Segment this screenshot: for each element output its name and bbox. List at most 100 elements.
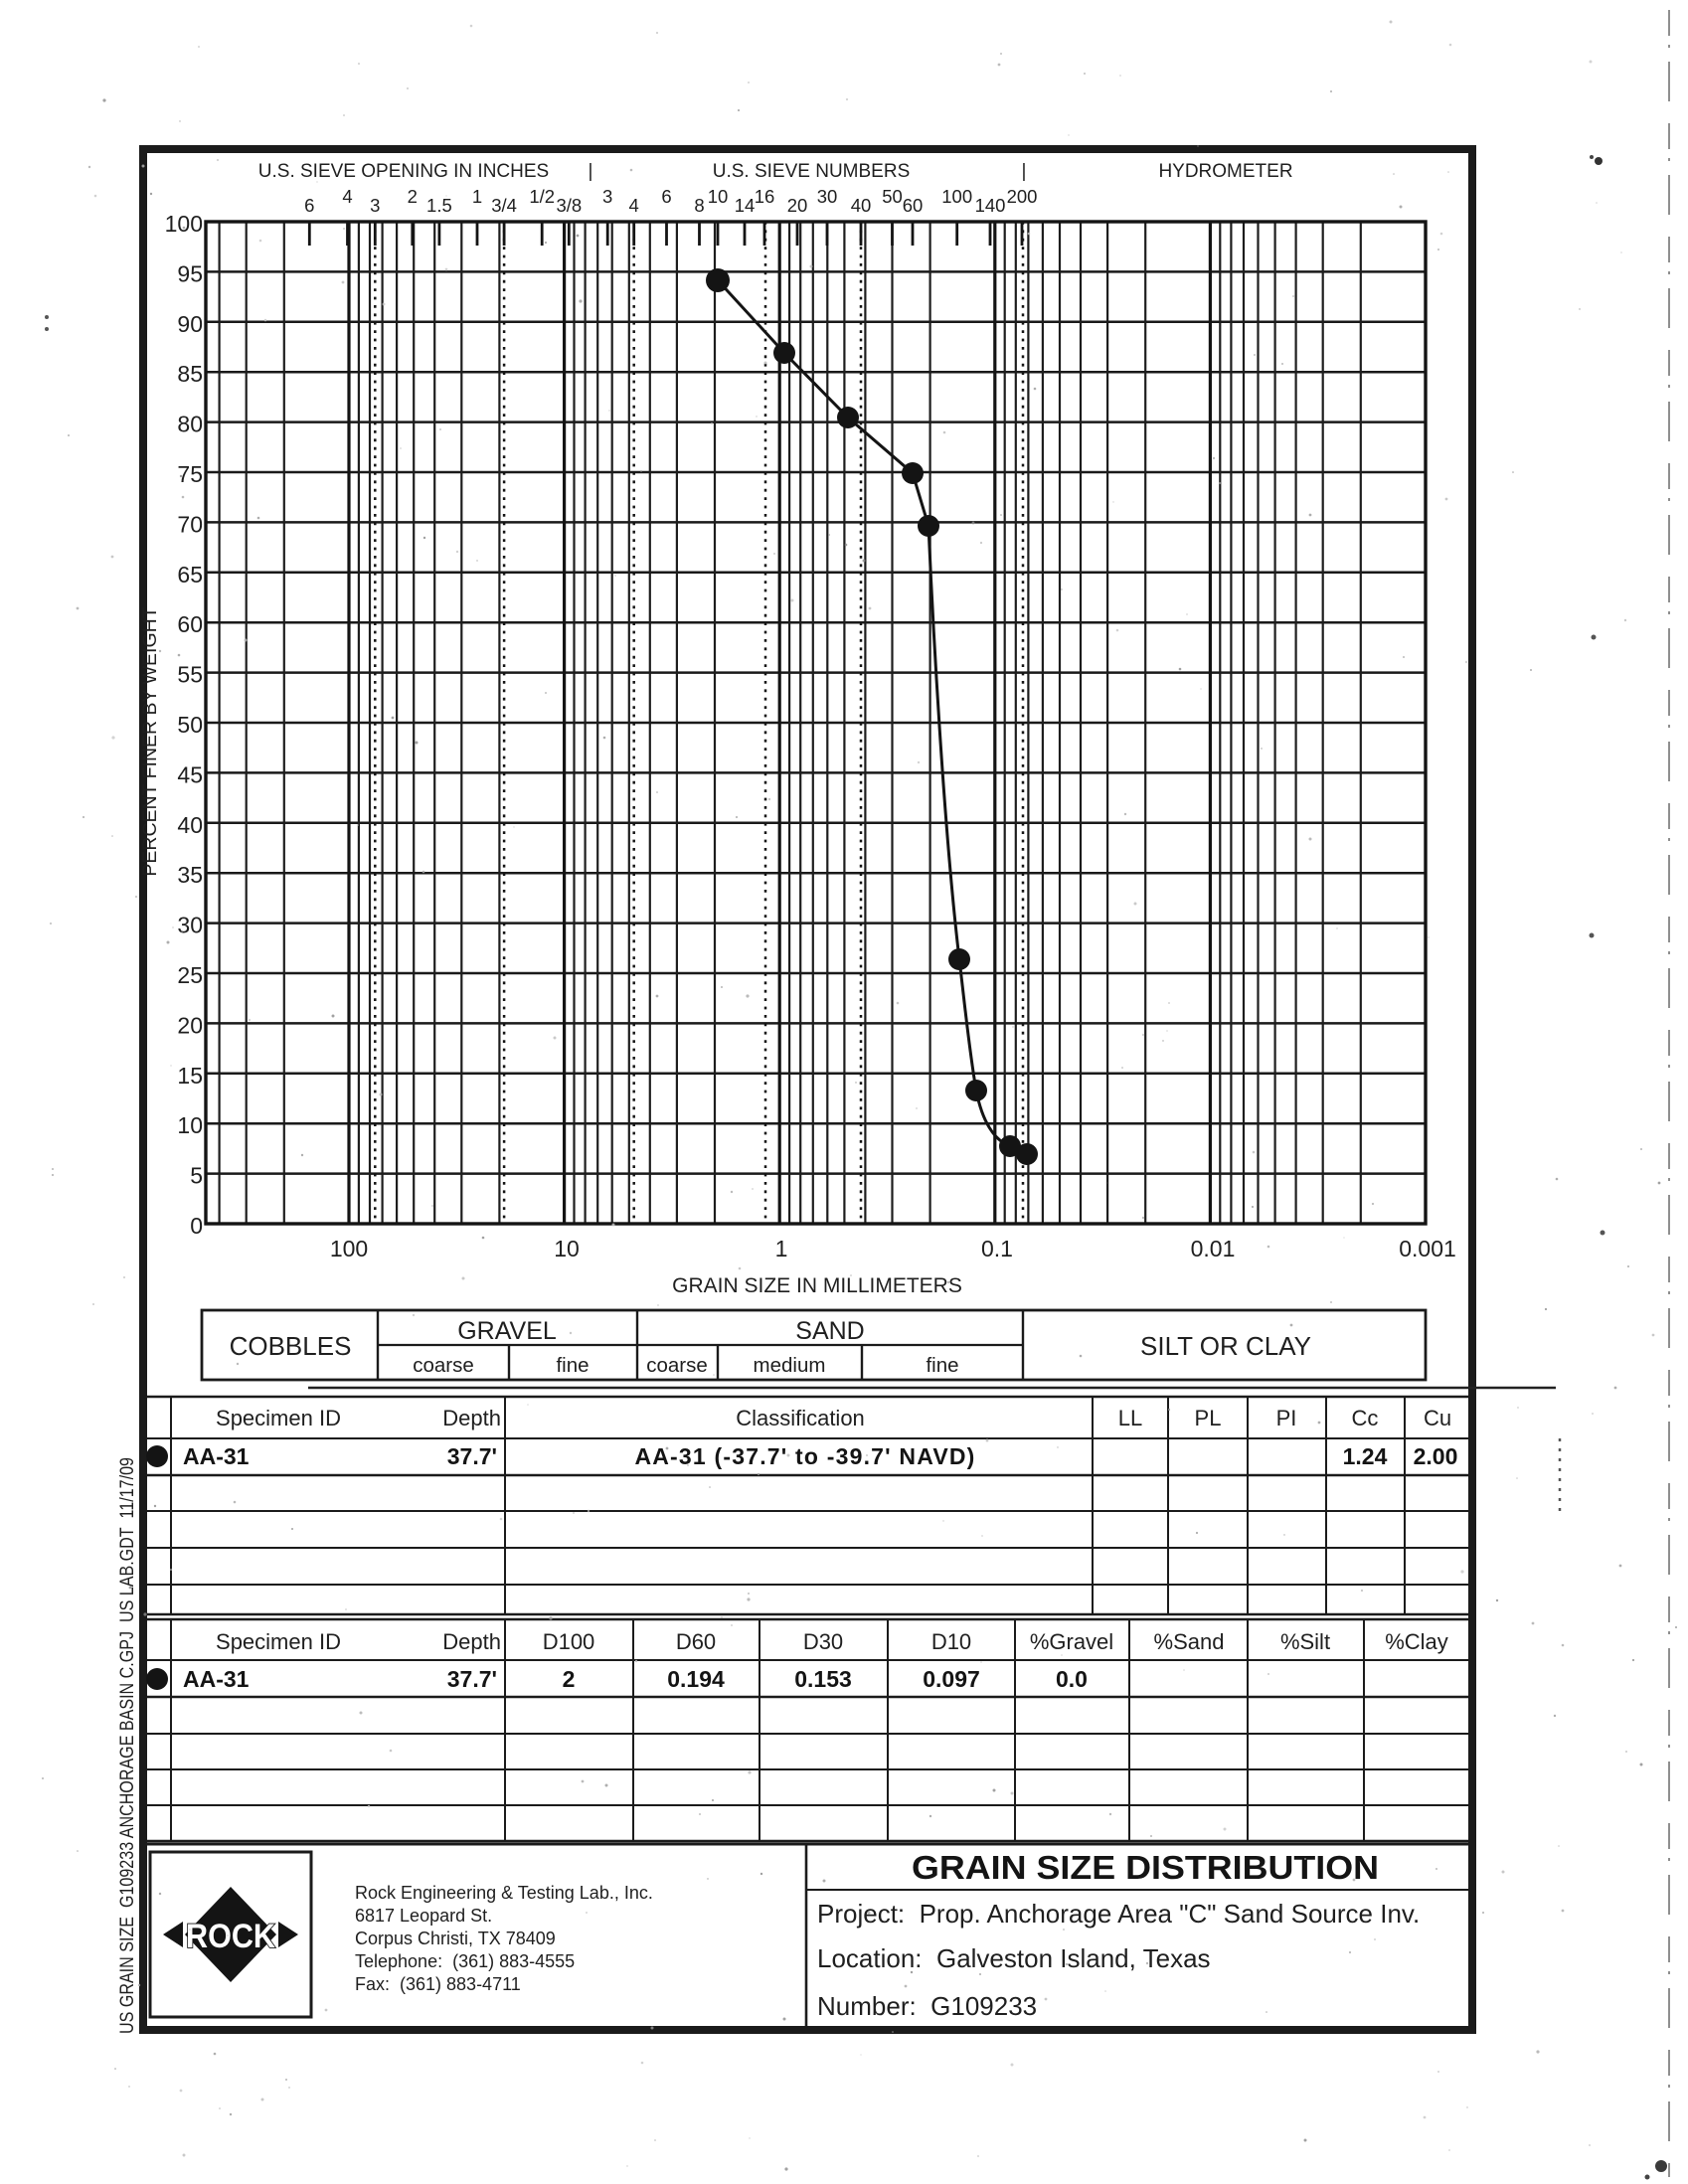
svg-text:%Clay: %Clay xyxy=(1385,1629,1448,1654)
svg-text:%Gravel: %Gravel xyxy=(1030,1629,1113,1654)
svg-text:0.0: 0.0 xyxy=(1056,1666,1088,1692)
svg-text:2.00: 2.00 xyxy=(1414,1443,1458,1469)
svg-text:1.24: 1.24 xyxy=(1343,1443,1388,1469)
svg-text:coarse: coarse xyxy=(413,1354,474,1377)
svg-text:30: 30 xyxy=(817,186,838,207)
svg-text:10: 10 xyxy=(708,186,729,207)
svg-text:medium: medium xyxy=(754,1354,826,1377)
svg-text:GRAIN SIZE DISTRIBUTION: GRAIN SIZE DISTRIBUTION xyxy=(912,1849,1379,1886)
svg-text:SAND: SAND xyxy=(795,1317,864,1345)
svg-text:%Sand: %Sand xyxy=(1154,1629,1225,1654)
svg-text:10: 10 xyxy=(554,1236,580,1261)
svg-text:40: 40 xyxy=(177,812,203,838)
svg-text:PERCENT FINER BY WEIGHT: PERCENT FINER BY WEIGHT xyxy=(139,606,161,876)
svg-text:LL: LL xyxy=(1118,1406,1142,1430)
svg-text:6817 Leopard St.: 6817 Leopard St. xyxy=(355,1906,492,1926)
svg-text:Specimen ID: Specimen ID xyxy=(216,1406,341,1430)
svg-text:2: 2 xyxy=(408,186,418,207)
svg-text:Fax: (361) 883-4711: Fax: (361) 883-4711 xyxy=(355,1974,521,1994)
svg-text:3: 3 xyxy=(370,195,380,216)
svg-text:|: | xyxy=(1022,161,1027,182)
svg-text:SILT OR CLAY: SILT OR CLAY xyxy=(1140,1331,1311,1361)
svg-text:US GRAIN SIZE G109233 ANCHORA: US GRAIN SIZE G109233 ANCHORAGE BASIN C.… xyxy=(117,1457,138,2034)
svg-text:3: 3 xyxy=(602,186,612,207)
svg-text:6: 6 xyxy=(304,195,314,216)
svg-text:20: 20 xyxy=(177,1012,203,1038)
svg-text:1.5: 1.5 xyxy=(426,195,452,216)
svg-text:U.S. SIEVE NUMBERS: U.S. SIEVE NUMBERS xyxy=(713,161,911,182)
svg-text:75: 75 xyxy=(177,461,203,487)
svg-text:37.7': 37.7' xyxy=(447,1443,497,1469)
svg-text:fine: fine xyxy=(926,1354,958,1377)
svg-text:14: 14 xyxy=(735,195,756,216)
svg-text:PL: PL xyxy=(1195,1406,1222,1430)
svg-text:AA-31: AA-31 xyxy=(183,1443,250,1469)
svg-text:45: 45 xyxy=(177,761,203,787)
svg-text:40: 40 xyxy=(851,195,872,216)
svg-text:fine: fine xyxy=(556,1354,589,1377)
svg-text:95: 95 xyxy=(177,260,203,286)
svg-text:Classification: Classification xyxy=(736,1406,865,1430)
svg-text:Specimen ID: Specimen ID xyxy=(216,1629,341,1654)
svg-text:Number: G109233: Number: G109233 xyxy=(817,1991,1037,2021)
svg-text:50: 50 xyxy=(177,712,203,738)
svg-text:200: 200 xyxy=(1007,186,1038,207)
svg-text:90: 90 xyxy=(177,311,203,337)
svg-text:85: 85 xyxy=(177,361,203,387)
svg-text:0: 0 xyxy=(190,1213,203,1239)
svg-text:COBBLES: COBBLES xyxy=(230,1331,352,1361)
svg-text:Depth: Depth xyxy=(442,1629,501,1654)
svg-text:Location: Galveston Island, T: Location: Galveston Island, Texas xyxy=(817,1943,1211,1973)
svg-text:D100: D100 xyxy=(543,1629,595,1654)
svg-text:AA-31 (-37.7' to -39.7' NAVD): AA-31 (-37.7' to -39.7' NAVD) xyxy=(634,1443,975,1469)
svg-text:65: 65 xyxy=(177,562,203,588)
svg-text:D30: D30 xyxy=(803,1629,843,1654)
svg-text:1/2: 1/2 xyxy=(529,186,555,207)
svg-text:AA-31: AA-31 xyxy=(183,1666,250,1692)
svg-text:Telephone: (361) 883-4555: Telephone: (361) 883-4555 xyxy=(355,1951,575,1971)
svg-text:0.153: 0.153 xyxy=(794,1666,852,1692)
svg-text:0.01: 0.01 xyxy=(1191,1236,1236,1261)
svg-text:100: 100 xyxy=(165,211,203,237)
svg-text:2: 2 xyxy=(563,1666,576,1692)
svg-text:60: 60 xyxy=(177,611,203,637)
svg-text:1: 1 xyxy=(472,186,482,207)
svg-text:16: 16 xyxy=(755,186,775,207)
svg-text:70: 70 xyxy=(177,511,203,537)
svg-text:4: 4 xyxy=(629,195,639,216)
svg-text:GRAIN SIZE IN MILLIMETERS: GRAIN SIZE IN MILLIMETERS xyxy=(672,1274,962,1297)
svg-text:D60: D60 xyxy=(676,1629,716,1654)
svg-text:15: 15 xyxy=(177,1063,203,1089)
svg-text:0.1: 0.1 xyxy=(981,1236,1013,1261)
svg-text:ROCK: ROCK xyxy=(186,1918,275,1955)
svg-text:4: 4 xyxy=(342,186,352,207)
svg-text:20: 20 xyxy=(787,195,808,216)
svg-text:50: 50 xyxy=(882,186,903,207)
svg-text:1: 1 xyxy=(775,1236,788,1261)
svg-text:HYDROMETER: HYDROMETER xyxy=(1158,161,1292,182)
svg-text:0.194: 0.194 xyxy=(667,1666,725,1692)
svg-text:5: 5 xyxy=(190,1163,203,1189)
svg-text:100: 100 xyxy=(941,186,972,207)
svg-text:Rock Engineering & Testing Lab: Rock Engineering & Testing Lab., Inc. xyxy=(355,1883,653,1903)
svg-text:3/8: 3/8 xyxy=(556,195,582,216)
svg-text:U.S. SIEVE OPENING IN INCHES: U.S. SIEVE OPENING IN INCHES xyxy=(258,161,549,182)
svg-text:6: 6 xyxy=(661,186,671,207)
svg-text:80: 80 xyxy=(177,412,203,437)
svg-text:100: 100 xyxy=(330,1236,368,1261)
svg-text:Project: Prop. Anchorage Area: Project: Prop. Anchorage Area "C" Sand S… xyxy=(817,1899,1420,1929)
svg-text:coarse: coarse xyxy=(646,1354,708,1377)
svg-text:30: 30 xyxy=(177,913,203,938)
svg-text:140: 140 xyxy=(975,195,1006,216)
svg-text:10: 10 xyxy=(177,1112,203,1138)
svg-text:Cu: Cu xyxy=(1424,1406,1451,1430)
svg-text:3/4: 3/4 xyxy=(491,195,517,216)
svg-text:0.001: 0.001 xyxy=(1399,1236,1456,1261)
svg-text:0.097: 0.097 xyxy=(923,1666,980,1692)
svg-text:Corpus Christi, TX 78409: Corpus Christi, TX 78409 xyxy=(355,1929,556,1948)
svg-text:%Silt: %Silt xyxy=(1280,1629,1330,1654)
svg-text:35: 35 xyxy=(177,862,203,888)
svg-text:60: 60 xyxy=(903,195,924,216)
svg-text:8: 8 xyxy=(694,195,704,216)
svg-text:37.7': 37.7' xyxy=(447,1666,497,1692)
